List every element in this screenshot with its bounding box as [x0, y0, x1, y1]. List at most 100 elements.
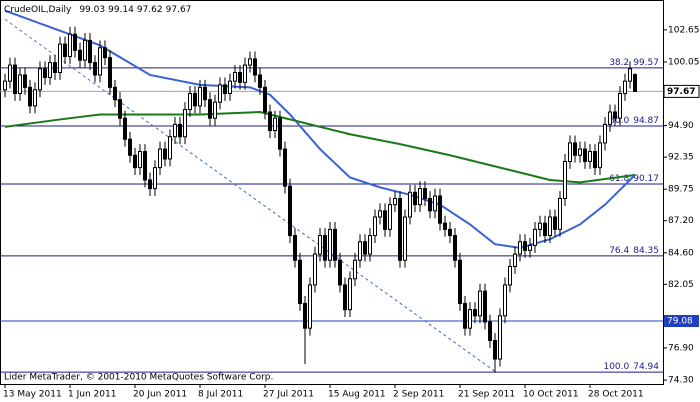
candle-body: [133, 154, 137, 169]
y-tick-label: 94.90: [668, 121, 694, 131]
candle-body: [168, 136, 172, 160]
candle-body: [383, 210, 387, 230]
candle-body: [538, 222, 542, 230]
candle-body: [343, 284, 347, 311]
candle-body: [518, 241, 522, 255]
candle-body: [303, 302, 307, 329]
x-tick-label: 8 Jul 2011: [198, 390, 243, 400]
fib-ratio: 38.2: [609, 57, 629, 67]
candle-body: [23, 74, 27, 88]
candle-body: [158, 148, 162, 169]
x-tick-label: 10 Oct 2011: [523, 390, 579, 400]
candle-body: [38, 68, 42, 91]
candle-body: [48, 62, 52, 78]
candle-body: [78, 49, 82, 61]
fib-price: 90.17: [633, 174, 659, 184]
candle-body: [138, 151, 142, 169]
fib-label: 100.0 74.94: [603, 362, 659, 372]
y-tick-label: 89.75: [668, 185, 694, 195]
candle-body: [83, 39, 87, 61]
x-tick-label: 27 Jul 2011: [263, 390, 314, 400]
y-tick-label: 74.30: [668, 376, 694, 386]
candle-body: [568, 142, 572, 162]
candle-body: [363, 241, 367, 255]
footer: Lider MetaTrader, © 2001-2010 MetaQuotes…: [4, 373, 273, 383]
price-box-label: 79.08: [667, 317, 693, 327]
candle-body: [493, 340, 497, 360]
candle-body: [513, 253, 517, 267]
chart-title: CrudeOIL,Daily: [4, 5, 72, 15]
fib-label: 61.8 90.17: [609, 174, 659, 184]
candle-body: [373, 216, 377, 237]
y-tick-label: 76.90: [668, 343, 694, 353]
candle-body: [438, 195, 442, 224]
chart-header: CrudeOIL,Daily 99.03 99.14 97.62 97.67: [4, 5, 191, 15]
candle-body: [503, 284, 507, 317]
candle-body: [18, 74, 22, 94]
candle-body: [178, 123, 182, 138]
candle-body: [413, 191, 417, 206]
candle-body: [358, 241, 362, 261]
candle-body: [293, 235, 297, 261]
candle-body: [198, 86, 202, 107]
candle-body: [318, 235, 322, 255]
candle-body: [73, 33, 77, 51]
x-tick-label: 28 Oct 2011: [588, 390, 644, 400]
candle-body: [563, 160, 567, 199]
candle-body: [298, 259, 302, 304]
candle-body: [353, 259, 357, 280]
candle-body: [628, 68, 632, 82]
candle-body: [578, 148, 582, 156]
candle-body: [208, 99, 212, 119]
candle-body: [263, 86, 267, 113]
candle-body: [163, 148, 167, 160]
candle-body: [113, 86, 117, 101]
candle-body: [338, 259, 342, 286]
candle-body: [348, 278, 352, 311]
moving-average: [4, 111, 636, 184]
candle-body: [13, 64, 17, 94]
candle-body: [483, 290, 487, 323]
candle-body: [618, 92, 622, 119]
fib-ratio: 76.4: [609, 245, 629, 255]
candle-body: [43, 68, 47, 78]
candle-body: [528, 244, 532, 251]
candle-body: [193, 92, 197, 107]
candle-body: [433, 195, 437, 212]
fib-ratio: 100.0: [603, 362, 629, 372]
candle-body: [378, 210, 382, 218]
y-tick-label: 87.20: [668, 216, 694, 226]
candle-body: [103, 47, 107, 59]
header-ohlc: 99.03: [79, 5, 105, 15]
candle-body: [173, 123, 177, 138]
fib-label: 76.4 84.35: [609, 245, 659, 255]
candle-body: [608, 111, 612, 125]
x-tick-label: 15 Aug 2011: [328, 390, 386, 400]
candle-body: [508, 265, 512, 286]
candle-body: [128, 138, 132, 156]
fib-label: 38.2 99.57: [609, 57, 659, 67]
candle-body: [58, 43, 62, 74]
fib-ratio: 50.0: [609, 115, 629, 125]
candle-body: [543, 222, 547, 237]
candle-body: [93, 62, 97, 76]
candle-body: [238, 72, 242, 83]
candle-body: [53, 62, 57, 74]
x-tick-label: 13 May 2011: [3, 390, 62, 400]
candle-body: [523, 241, 527, 251]
candle-body: [328, 228, 332, 261]
candle-body: [418, 188, 422, 206]
fib-price: 74.94: [633, 362, 659, 372]
price-box: [664, 315, 699, 328]
candle-body: [183, 109, 187, 138]
candle-body: [553, 216, 557, 230]
candle-body: [213, 101, 217, 119]
x-tick-label: 1 Jun 2011: [68, 390, 116, 400]
y-tick-label: 82.05: [668, 280, 694, 290]
candle-body: [478, 290, 482, 317]
candle-body: [63, 43, 67, 57]
candle-body: [278, 117, 282, 150]
x-tick-label: 21 Sep 2011: [458, 390, 515, 400]
candle-body: [118, 99, 122, 119]
candle-body: [408, 191, 412, 218]
